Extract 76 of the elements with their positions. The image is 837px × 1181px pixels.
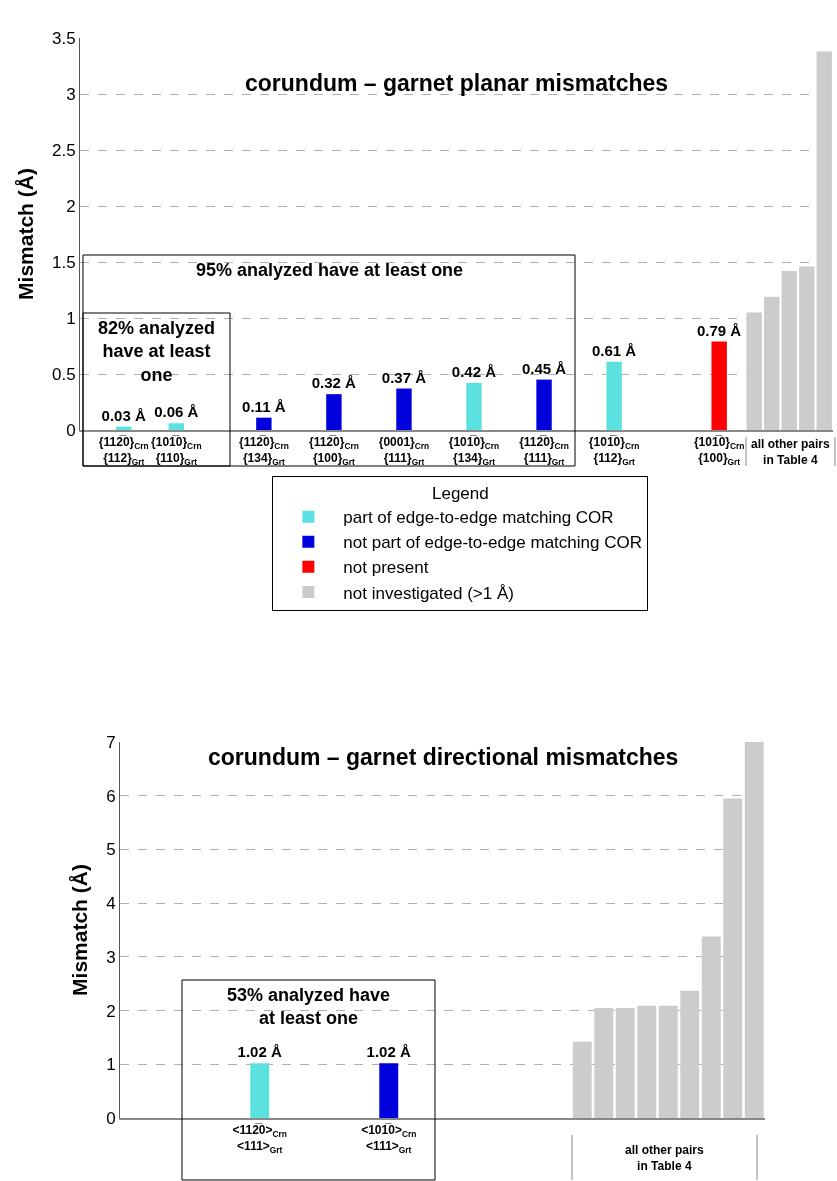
data-label: 0.37 Å	[381, 368, 427, 386]
x-tick-label: {101̅0}$_{Crn}$ {110}$_{Grt}$	[151, 435, 202, 467]
y-axis-title: Mismatch (Å)	[14, 168, 38, 300]
legend-label: not present	[343, 558, 429, 578]
x-tick-label: {0001}$_{Crn}$ {111}$_{Grt}$	[378, 435, 430, 467]
bar	[781, 270, 797, 430]
y-tick-label: 2.5	[51, 140, 76, 160]
annotation: 82% analyzed have at least one	[98, 318, 216, 385]
y-tick-label: 4	[106, 894, 116, 914]
y-tick-label: 3	[66, 84, 76, 104]
bar	[723, 798, 743, 1118]
bar	[711, 341, 727, 430]
annotation: 95% analyzed have at least one	[196, 260, 464, 280]
bar	[168, 423, 185, 430]
bar	[572, 1041, 592, 1118]
x-tick-label: {101̅0}$_{Crn}$ {100}$_{Grt}$	[693, 435, 745, 467]
x-tick-label: <112̅0>$_{Crn}$ <111>$_{Grt}$	[232, 1123, 287, 1155]
data-label: 0.11 Å	[242, 397, 286, 415]
bar	[256, 417, 272, 430]
data-label: 1.02 Å	[237, 1043, 282, 1061]
x-tick-label: {101̅0}$_{Crn}$ {112}$_{Grt}$	[588, 435, 640, 467]
bar	[536, 379, 552, 430]
data-label: 0.45 Å	[521, 359, 567, 377]
legend-label: part of edge-to-edge matching COR	[343, 508, 614, 528]
y-tick-label: 2	[66, 196, 76, 216]
bar	[680, 990, 700, 1118]
data-label: 0.61 Å	[591, 341, 637, 359]
bar	[594, 1007, 614, 1118]
bar	[701, 936, 721, 1118]
x-tick-label: {101̅0}$_{Crn}$ {134}$_{Grt}$	[448, 435, 500, 467]
bar	[746, 312, 762, 430]
text: all other pairs in Table 4	[625, 1143, 705, 1173]
data-label: 0.03 Å	[101, 406, 146, 424]
x-tick-label: {112̅0}$_{Crn}$ {134}$_{Grt}$	[238, 435, 289, 467]
data-label: 0.42 Å	[451, 362, 497, 380]
bar	[744, 742, 764, 1118]
legend-title: Legend	[431, 484, 489, 504]
bar	[816, 51, 832, 430]
y-tick-label: 6	[106, 786, 116, 806]
y-tick-label: 1	[106, 1055, 116, 1075]
x-tick-label: <101̅0>$_{Crn}$ <111>$_{Grt}$	[361, 1123, 417, 1155]
bar	[799, 266, 815, 430]
bar	[396, 388, 412, 430]
x-tick-label: {112̅0}$_{Crn}$ {100}$_{Grt}$	[309, 435, 359, 467]
bar	[637, 1005, 657, 1118]
bar	[606, 361, 622, 430]
data-label: 1.02 Å	[366, 1043, 411, 1061]
y-tick-label: 0	[106, 1108, 116, 1128]
bar	[466, 382, 482, 430]
x-tick-label: {112̅0}$_{Crn}$ {111}$_{Grt}$	[519, 435, 569, 467]
bar	[326, 394, 342, 430]
y-tick-label: 3.5	[51, 28, 76, 48]
bar	[379, 1063, 399, 1118]
x-tick-label: {112̅0}$_{Crn}$ {112}$_{Grt}$	[98, 435, 149, 467]
bar	[764, 296, 780, 430]
y-tick-label: 1	[66, 308, 76, 328]
data-label: 0.79 Å	[696, 321, 742, 339]
y-tick-label: 1.5	[51, 252, 76, 272]
annotation: 53% analyzed have at least one	[227, 985, 391, 1029]
y-tick-label: 3	[106, 947, 116, 967]
y-tick-label: 0	[66, 420, 76, 440]
text: corundum – garnet planar mismatches	[245, 70, 669, 96]
data-label: 0.06 Å	[154, 403, 199, 421]
y-tick-label: 5	[106, 840, 116, 860]
y-tick-label: 7	[106, 732, 116, 752]
legend-label: not investigated (>1 Å)	[343, 583, 514, 603]
text: all other pairs in Table 4	[751, 437, 831, 467]
bar	[250, 1063, 270, 1118]
y-tick-label: 2	[106, 1001, 116, 1021]
bar	[615, 1007, 635, 1118]
chart-title: corundum – garnet directional mismatches	[208, 744, 679, 770]
y-tick-label: 0.5	[51, 364, 76, 384]
y-axis-title: Mismatch (Å)	[68, 864, 92, 996]
bar	[658, 1005, 678, 1118]
data-label: 0.32 Å	[311, 374, 357, 392]
legend-label: not part of edge-to-edge matching COR	[343, 533, 642, 553]
